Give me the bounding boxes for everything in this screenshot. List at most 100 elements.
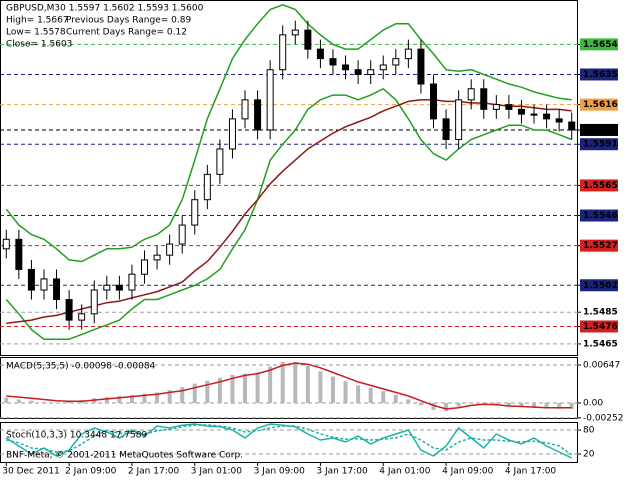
histogram-bar [192,383,197,404]
histogram-bar [180,387,185,404]
y-tick-label: 1.5485 [583,308,618,318]
y-tick-label: 0.00 [583,399,603,409]
line-series [6,362,572,410]
candle-body [103,284,111,291]
candle-body [342,64,350,71]
candle-body [329,58,337,66]
y-tick-label: 1.5635 [583,70,618,80]
candle-body [568,121,576,131]
histogram-bar [29,400,34,404]
histogram-bar [155,392,160,404]
line-series [6,99,572,325]
y-tick-label: 1.5476 [583,322,618,332]
tick-label-box [580,98,618,111]
y-tick-label: 1.5654 [583,40,618,50]
histogram-bar [469,403,474,404]
annotation: Low= 1.5578 [6,28,66,38]
candle-body [404,48,412,60]
histogram-bar [569,403,574,409]
candle-body [367,69,375,75]
histogram-bar [506,403,511,407]
x-tick-label: 4 Jan 09:00 [442,467,494,477]
candle-body [354,69,362,75]
histogram-bar [104,397,109,404]
histogram-bar [557,403,562,409]
panel-title: MACD(5,35,5) -0.00098 -0.00084 [6,362,156,372]
panel-frame [0,0,578,356]
footer: BNF-Meta, © 2001-2011 MetaQuotes Softwar… [6,451,243,461]
histogram-bar [444,403,449,412]
candle-body [65,299,73,321]
panel-title: Stoch(10,3,3) 10.3448 17.7589 [6,431,147,441]
candle-body [480,88,488,110]
x-tick-label: 3 Jan 09:00 [254,467,306,477]
y-tick-label: -0.00252 [583,413,623,423]
tick-label-box [580,138,618,151]
candle-body [291,29,299,36]
candle-body [191,199,199,226]
tick-label-box [580,38,618,51]
histogram-bar [418,403,423,406]
line-series [5,87,572,340]
histogram-bar [129,394,134,404]
line-series [5,3,572,263]
candle-body [40,278,48,291]
candle-body [505,104,513,110]
y-tick-label: 1.5502 [583,281,618,291]
y-tick-label: 1.5600 [583,125,618,135]
y-tick-label: 1.5616 [583,100,618,110]
y-tick-label: 20 [583,450,595,460]
annotation: Previous Days Range= 0.89 [66,16,191,26]
candle-body [254,99,262,131]
histogram-bar [356,385,361,404]
line-series [6,424,573,456]
candle-body [203,173,211,201]
tick-label-box [580,209,618,222]
candle-body [128,273,136,291]
tick-label-box [580,179,618,192]
tick-label-box [580,239,618,252]
candle-body [178,224,186,245]
histogram-bar [406,399,411,404]
histogram-bar [41,401,46,404]
histogram-bar [393,394,398,404]
candle-body [241,99,249,120]
histogram-bar [381,391,386,404]
panel-frame [0,422,578,463]
candle-body [442,118,450,140]
candle-body [467,88,475,101]
chart-title: GBPUSD,M30 1.5597 1.5602 1.5593 1.5600 [6,4,204,14]
histogram-bar [305,365,310,404]
candle-body [166,243,174,256]
x-tick-label: 4 Jan 01:00 [379,467,431,477]
tick-label-box [580,123,618,136]
histogram-bar [4,397,9,404]
y-tick-label: 80 [583,426,595,436]
candle-body [228,118,236,150]
x-tick-label: 3 Jan 17:00 [316,467,368,477]
histogram-bar [142,393,147,404]
candle-body [2,238,10,250]
candle-body [392,58,400,66]
candle-body [53,278,61,301]
annotation: Close= 1.5603 [6,40,72,50]
y-tick-label: 1.5591 [583,140,618,150]
candle-body [517,108,525,115]
candle-body [430,83,437,120]
candle-body [15,238,23,270]
candle-body [455,99,463,140]
x-tick-label: 2 Jan 09:00 [65,467,117,477]
histogram-bar [431,403,436,411]
histogram-bar [230,374,235,404]
candle-body [417,48,425,85]
candle-body [543,113,551,120]
histogram-bar [456,403,461,407]
histogram-bar [255,372,260,404]
candle-body [492,104,500,110]
y-tick-label: 1.5527 [583,241,618,251]
x-tick-label: 3 Jan 01:00 [191,467,243,477]
tick-label-box [580,279,618,292]
candle-body [379,64,387,71]
candle-body [530,113,538,116]
